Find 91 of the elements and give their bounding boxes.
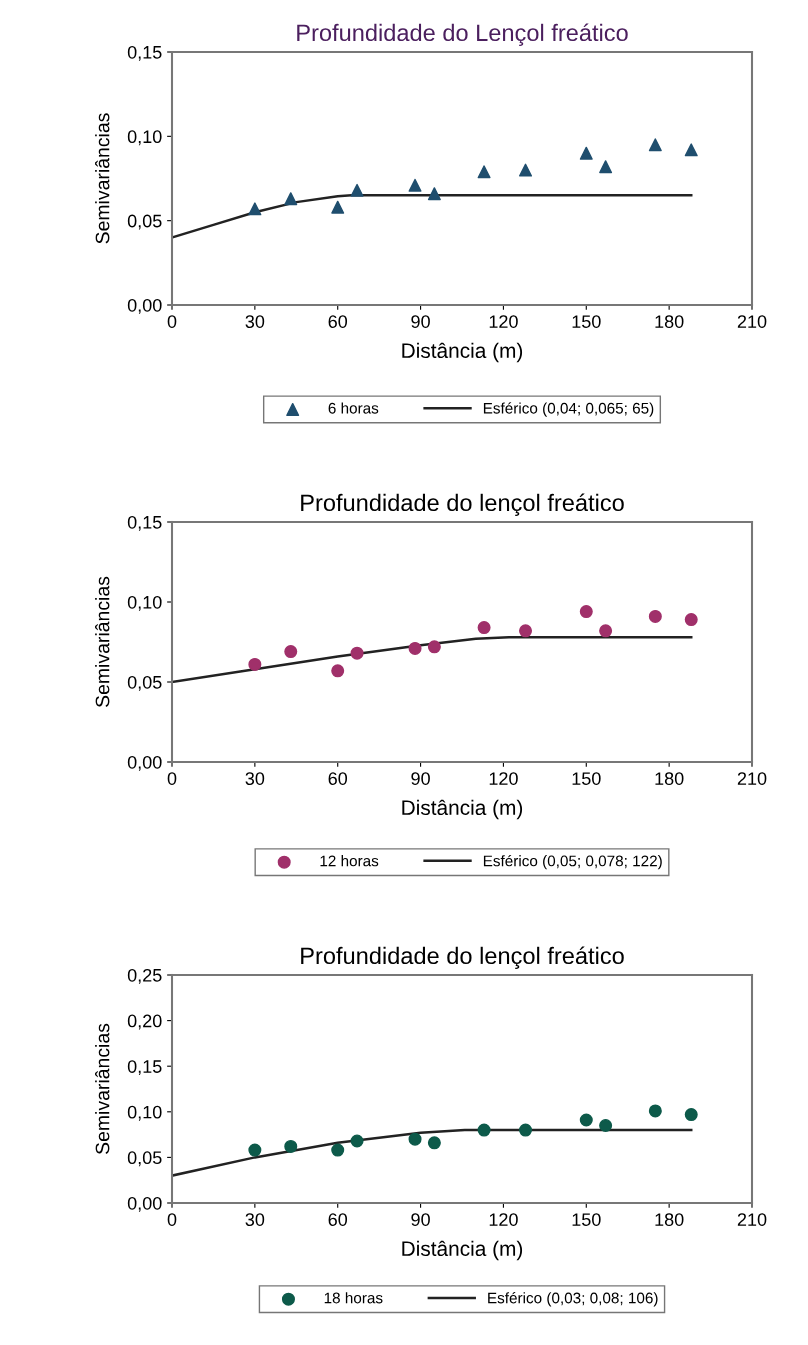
point <box>331 200 345 214</box>
x-axis-title: Distância (m) <box>402 799 523 820</box>
chart-title: Profundidade do lençol freático <box>301 946 624 969</box>
point <box>284 1139 298 1153</box>
point <box>284 192 298 206</box>
x-axis-title: Distância (m) <box>402 342 523 363</box>
point <box>684 1108 698 1122</box>
point <box>427 1136 441 1150</box>
y-tick-label: 0,20 <box>127 1014 162 1030</box>
y-axis-title: Semivariâncias <box>95 113 110 244</box>
point <box>248 202 262 216</box>
chart-title: Profundidade do Lençol freático <box>297 23 628 46</box>
x-tick-label: 90 <box>411 772 430 785</box>
point <box>477 165 491 179</box>
y-tick-label: 0,15 <box>127 1060 162 1076</box>
point <box>648 609 662 623</box>
x-tick-label: 60 <box>328 315 348 328</box>
x-tick-label: 210 <box>737 772 767 785</box>
point <box>599 624 613 638</box>
point <box>599 1118 613 1132</box>
point <box>408 178 422 192</box>
point <box>579 146 593 160</box>
point <box>519 163 533 177</box>
x-tick-label: 120 <box>489 1213 518 1226</box>
y-tick-label: 0,05 <box>127 1151 162 1167</box>
legend-label: Esférico (0,04; 0,065; 65) <box>483 402 654 417</box>
x-tick-label: 30 <box>245 772 265 785</box>
point <box>350 183 364 197</box>
y-tick-label: 0,15 <box>127 515 162 531</box>
chart-title: Profundidade do lençol freático <box>301 493 624 516</box>
point <box>648 1104 662 1118</box>
point <box>248 1143 262 1157</box>
line-series <box>172 1128 693 1177</box>
point <box>599 160 613 174</box>
y-tick-label: 0,10 <box>127 130 162 146</box>
legend-label: 18 horas <box>324 1292 383 1304</box>
legend-label: Esférico (0,05; 0,078; 122) <box>483 854 662 870</box>
x-tick-label: 150 <box>572 315 601 328</box>
x-tick-label: 210 <box>737 315 767 328</box>
point <box>350 1134 364 1148</box>
x-tick-label: 0 <box>167 1213 177 1226</box>
point <box>248 657 262 671</box>
point <box>408 641 422 655</box>
y-tick-label: 0,10 <box>127 595 162 611</box>
point <box>331 664 345 678</box>
point <box>408 1132 422 1146</box>
point <box>579 1113 593 1127</box>
y-tick-label: 0,15 <box>127 45 162 61</box>
point <box>331 1143 345 1157</box>
point <box>519 624 533 638</box>
x-tick-label: 150 <box>572 1213 601 1226</box>
legend-label: 6 horas <box>328 402 379 414</box>
x-tick-label: 180 <box>655 315 684 328</box>
x-tick-label: 90 <box>411 315 430 328</box>
point <box>477 1123 491 1137</box>
x-tick-label: 90 <box>411 1213 430 1226</box>
x-tick-label: 120 <box>489 772 518 785</box>
point <box>350 646 364 660</box>
y-tick-label: 0,00 <box>127 298 162 314</box>
point <box>477 621 491 635</box>
x-tick-label: 150 <box>572 772 601 785</box>
x-tick-label: 180 <box>655 1213 684 1226</box>
y-tick-label: 0,05 <box>127 214 162 230</box>
point <box>519 1123 533 1137</box>
y-tick-label: 0,05 <box>127 675 162 691</box>
x-tick-label: 60 <box>328 1213 348 1226</box>
legend-label: Esférico (0,03; 0,08; 106) <box>488 1291 658 1307</box>
x-tick-label: 0 <box>167 315 177 328</box>
x-tick-label: 60 <box>328 772 348 785</box>
point <box>284 645 298 659</box>
point <box>684 143 698 157</box>
y-tick-label: 0,00 <box>127 1196 162 1212</box>
x-tick-label: 30 <box>245 315 265 328</box>
y-tick-label: 0,00 <box>127 755 162 771</box>
point <box>648 138 662 152</box>
y-tick-label: 0,10 <box>127 1105 162 1121</box>
point <box>684 613 698 627</box>
point <box>427 187 441 201</box>
x-tick-label: 210 <box>737 1213 767 1226</box>
x-axis-title: Distância (m) <box>402 1240 523 1261</box>
y-axis-title: Semivariâncias <box>95 576 110 708</box>
y-axis-title: Semivariâncias <box>95 1023 110 1155</box>
legend-label: 12 horas <box>320 855 379 867</box>
point <box>579 605 593 619</box>
x-tick-label: 180 <box>655 772 684 785</box>
x-tick-label: 120 <box>489 315 518 328</box>
y-tick-label: 0,25 <box>127 968 162 984</box>
x-tick-label: 30 <box>245 1213 265 1226</box>
line-series <box>172 635 693 684</box>
point <box>427 640 441 654</box>
x-tick-label: 0 <box>167 772 177 785</box>
